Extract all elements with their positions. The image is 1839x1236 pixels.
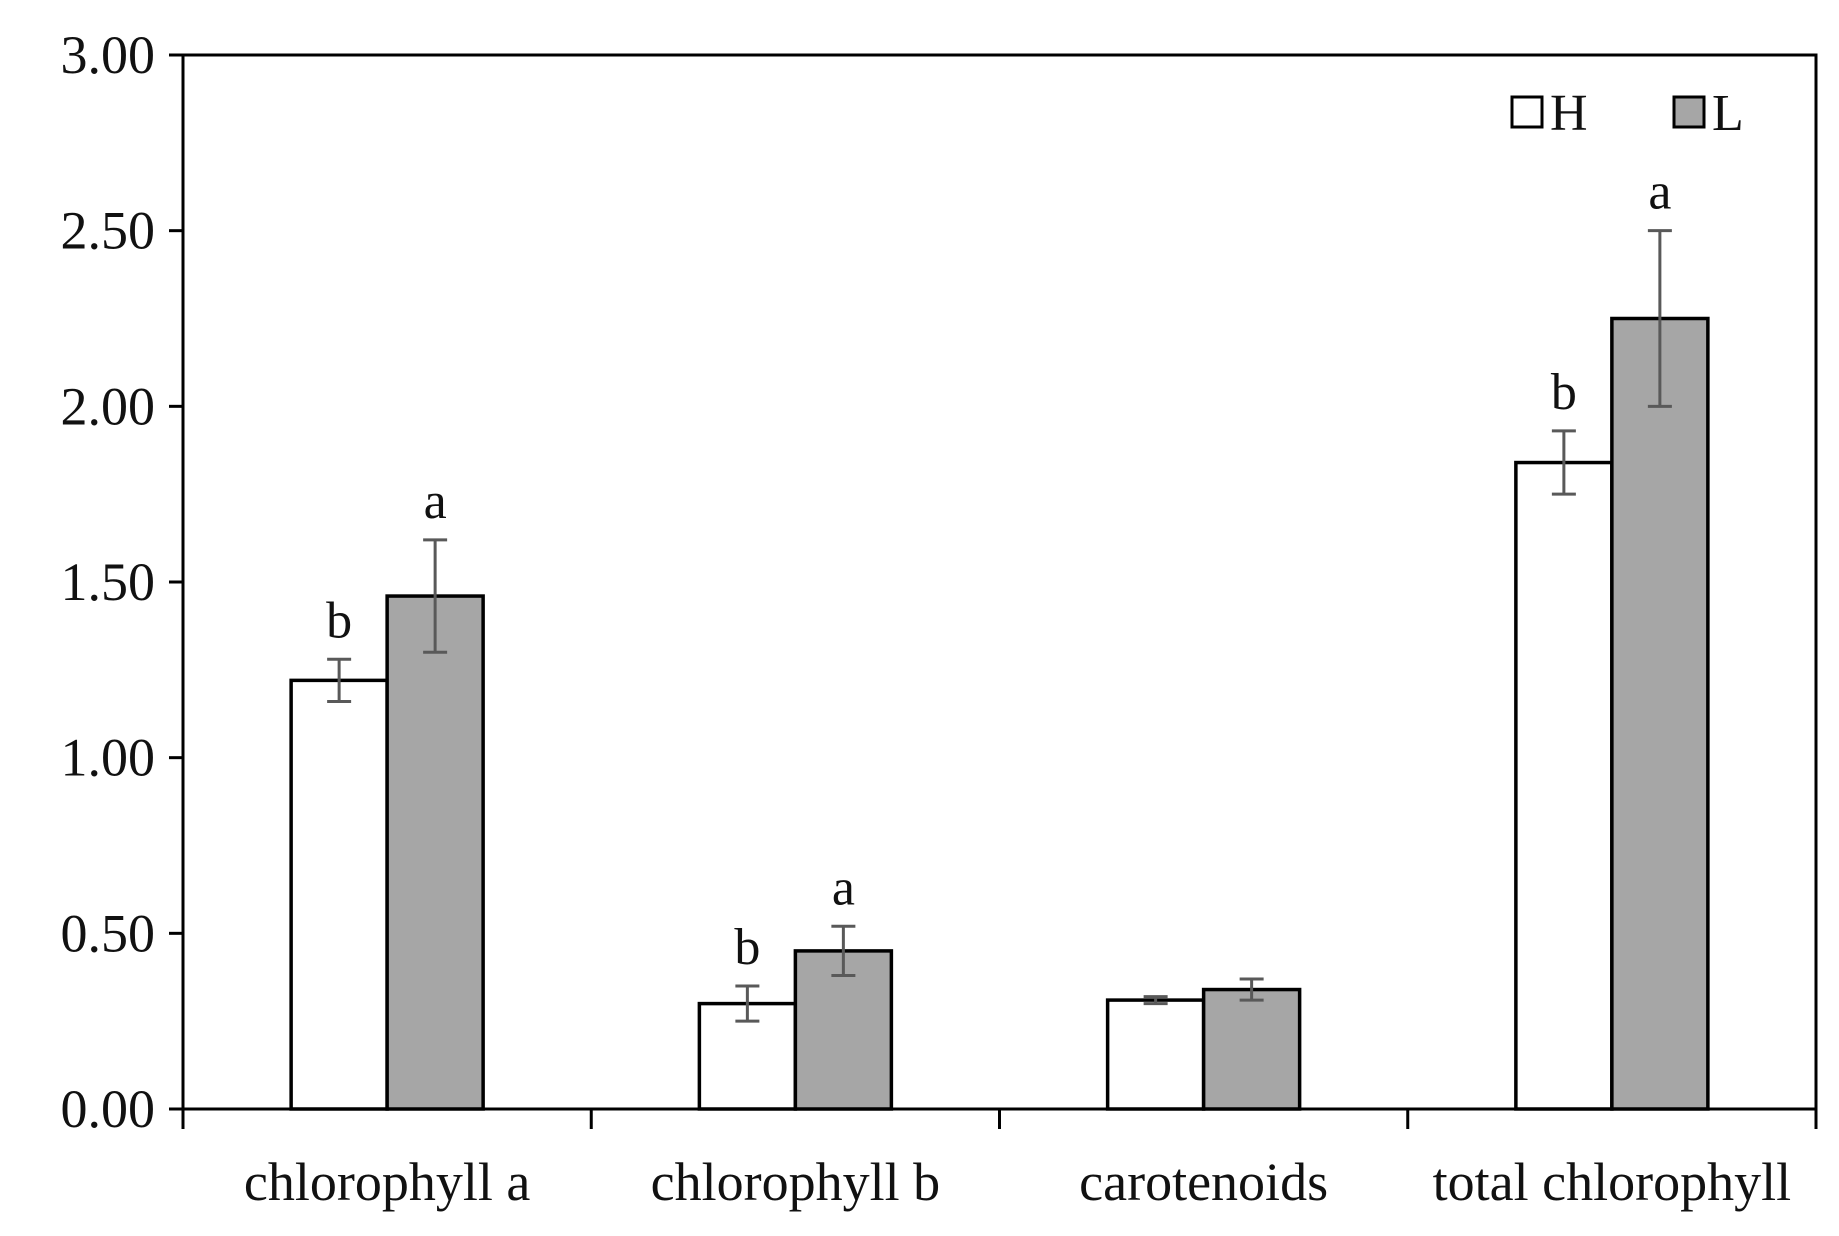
- category-label: carotenoids: [1079, 1152, 1328, 1212]
- significance-letter: b: [1551, 364, 1577, 421]
- bar-L-0: [385, 594, 485, 1111]
- y-tick-label: 0.50: [61, 903, 156, 963]
- y-tick-label: 2.50: [61, 201, 156, 261]
- y-tick-label: 0.00: [61, 1079, 156, 1139]
- error-bar: [1551, 429, 1576, 496]
- bar-L-3: [1610, 316, 1710, 1111]
- error-bar: [423, 538, 448, 654]
- error-bar: [327, 657, 352, 703]
- category-labels: chlorophyll a chlorophyll b carotenoids tot…: [244, 1152, 1791, 1212]
- bar-L-2: [1201, 987, 1302, 1111]
- legend-item-H: H: [1510, 85, 1588, 142]
- significance-letter: b: [734, 919, 760, 976]
- legend-swatch: [1510, 95, 1544, 129]
- y-tick-label: 1.00: [61, 728, 156, 788]
- legend-item-L: L: [1672, 85, 1744, 142]
- significance-letter: a: [424, 473, 447, 530]
- error-bars: [327, 229, 1672, 1023]
- significance-letter: a: [1648, 164, 1671, 221]
- legend-swatch: [1672, 95, 1706, 129]
- error-bar: [831, 924, 856, 977]
- legend-label: H: [1550, 85, 1588, 142]
- y-tick-label: 1.50: [61, 552, 156, 612]
- category-label: chlorophyll a: [244, 1152, 530, 1212]
- x-axis-ticks: [181, 1109, 1818, 1129]
- bars: [289, 316, 1710, 1111]
- bar-H-3: [1514, 460, 1614, 1111]
- error-bar: [1647, 229, 1672, 408]
- legend-label: L: [1712, 85, 1744, 142]
- bar-H-0: [289, 678, 389, 1111]
- significance-letter: b: [326, 592, 352, 649]
- category-label: chlorophyll b: [651, 1152, 940, 1212]
- y-tick-label: 3.00: [61, 25, 156, 85]
- error-bar: [1143, 995, 1168, 1006]
- significance-labels: b a b a b a: [326, 164, 1671, 976]
- error-bar: [1239, 977, 1264, 1002]
- y-tick-label: 2.00: [61, 376, 156, 436]
- y-axis-ticks: 0.00 0.50 1.00 1.50 2.00 2.50 3.00: [61, 25, 183, 1139]
- category-label: total chlorophyll: [1433, 1152, 1791, 1212]
- bar-H-2: [1105, 998, 1206, 1111]
- significance-letter: a: [832, 859, 855, 916]
- error-bar: [735, 984, 760, 1023]
